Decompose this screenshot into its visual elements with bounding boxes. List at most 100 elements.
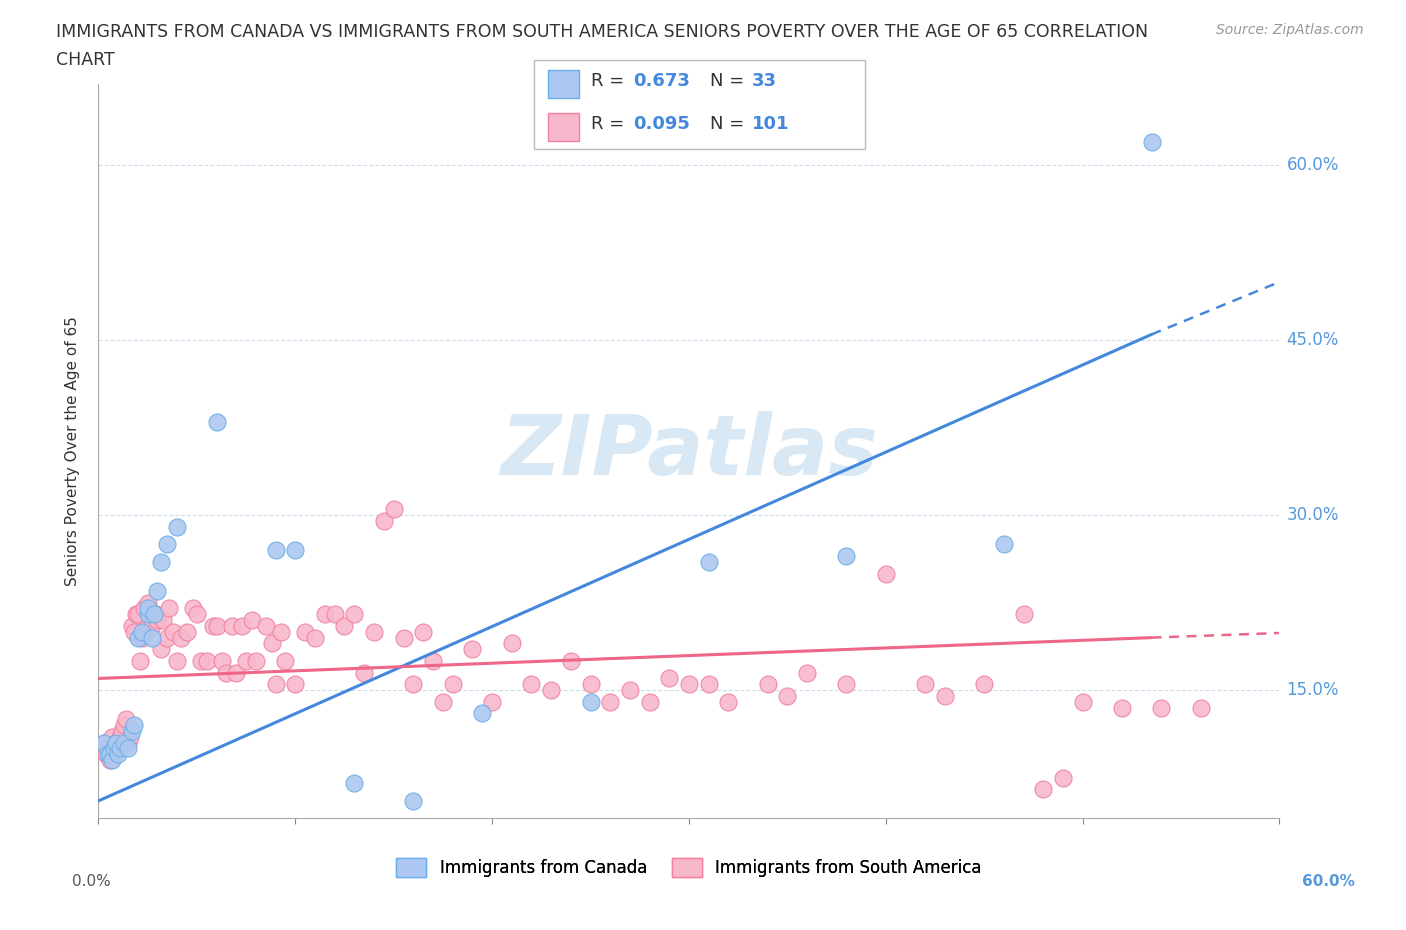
Point xyxy=(97,747,120,762)
Text: IMMIGRANTS FROM CANADA VS IMMIGRANTS FROM SOUTH AMERICA SENIORS POVERTY OVER THE: IMMIGRANTS FROM CANADA VS IMMIGRANTS FRO… xyxy=(56,23,1149,41)
Point xyxy=(520,677,543,692)
Point xyxy=(141,618,163,633)
Point xyxy=(135,624,157,639)
Point xyxy=(146,583,169,598)
Text: 33: 33 xyxy=(752,72,778,89)
Point xyxy=(101,752,124,767)
Point xyxy=(205,618,228,633)
Point xyxy=(796,665,818,680)
Point xyxy=(142,607,165,622)
Point xyxy=(136,595,159,610)
Point xyxy=(638,695,661,710)
Point xyxy=(412,624,434,639)
Point xyxy=(284,543,307,558)
Text: 45.0%: 45.0% xyxy=(1286,331,1339,350)
Text: 0.673: 0.673 xyxy=(633,72,689,89)
Point xyxy=(150,642,173,657)
Point xyxy=(264,543,287,558)
Text: CHART: CHART xyxy=(56,51,115,69)
Point xyxy=(993,537,1015,551)
Point xyxy=(176,624,198,639)
Point xyxy=(112,718,135,733)
Point xyxy=(111,724,134,738)
Point xyxy=(284,677,307,692)
Point xyxy=(121,618,143,633)
Point xyxy=(142,607,165,622)
Text: 60.0%: 60.0% xyxy=(1286,156,1339,174)
Point xyxy=(658,671,681,686)
Point xyxy=(973,677,995,692)
Point xyxy=(186,607,208,622)
Point xyxy=(107,735,129,750)
Point xyxy=(107,747,129,762)
Point xyxy=(162,624,184,639)
Point xyxy=(776,688,799,703)
Point xyxy=(245,654,267,669)
Point xyxy=(131,624,153,639)
Point xyxy=(579,695,602,710)
Point xyxy=(294,624,316,639)
Text: 15.0%: 15.0% xyxy=(1286,681,1339,699)
Point xyxy=(914,677,936,692)
Point xyxy=(382,502,405,517)
Point xyxy=(540,683,562,698)
Point xyxy=(264,677,287,692)
Text: 60.0%: 60.0% xyxy=(1302,874,1355,889)
Point xyxy=(157,601,180,616)
Point xyxy=(131,631,153,645)
Point xyxy=(875,566,897,581)
Text: 0.095: 0.095 xyxy=(633,115,689,133)
Point xyxy=(146,613,169,628)
Point xyxy=(343,776,366,790)
Text: 101: 101 xyxy=(752,115,790,133)
Point xyxy=(181,601,204,616)
Point xyxy=(101,729,124,744)
Point xyxy=(756,677,779,692)
Point xyxy=(835,677,858,692)
Point xyxy=(156,537,179,551)
Point xyxy=(136,607,159,622)
Point xyxy=(1189,700,1212,715)
Text: ZIPatlas: ZIPatlas xyxy=(501,410,877,492)
Point xyxy=(254,618,277,633)
Point xyxy=(93,735,115,750)
Point xyxy=(141,631,163,645)
Point xyxy=(103,741,125,756)
Point xyxy=(1012,607,1035,622)
Point xyxy=(211,654,233,669)
Point xyxy=(98,747,121,762)
Point xyxy=(363,624,385,639)
Point xyxy=(132,601,155,616)
Point xyxy=(105,735,128,750)
Text: 0.0%: 0.0% xyxy=(72,874,111,889)
Point xyxy=(96,747,118,762)
Point xyxy=(138,613,160,628)
Point xyxy=(461,642,484,657)
Point xyxy=(108,741,131,756)
Point xyxy=(128,654,150,669)
Point xyxy=(599,695,621,710)
Point xyxy=(432,695,454,710)
Point xyxy=(195,654,218,669)
Text: Source: ZipAtlas.com: Source: ZipAtlas.com xyxy=(1216,23,1364,37)
Point xyxy=(697,677,720,692)
Point xyxy=(343,607,366,622)
Point xyxy=(392,631,415,645)
Point xyxy=(1111,700,1133,715)
Point xyxy=(934,688,956,703)
Point xyxy=(127,631,149,645)
Point xyxy=(150,554,173,569)
Point xyxy=(231,618,253,633)
Point xyxy=(166,654,188,669)
Text: N =: N = xyxy=(710,115,749,133)
Point xyxy=(215,665,238,680)
Point xyxy=(225,665,247,680)
Point xyxy=(333,618,356,633)
Point xyxy=(481,695,503,710)
Point xyxy=(835,549,858,564)
Point xyxy=(314,607,336,622)
Point xyxy=(190,654,212,669)
Point xyxy=(166,520,188,535)
Point xyxy=(274,654,297,669)
Point xyxy=(678,677,700,692)
